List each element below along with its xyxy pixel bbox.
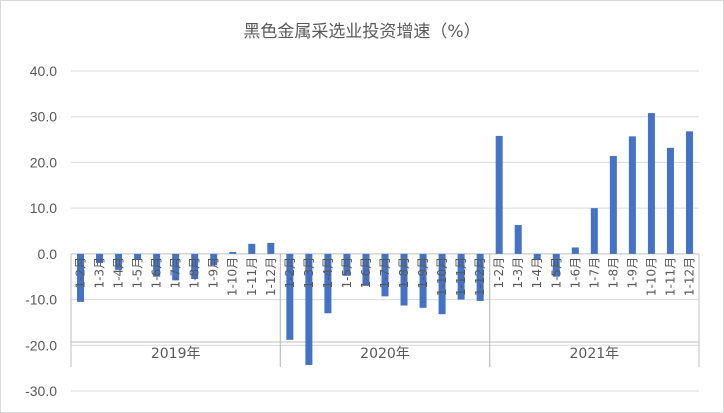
x-tick-label: 1-6月 [150,257,164,289]
bar [495,135,503,254]
year-group-label: 2021年 [570,346,620,362]
bar [685,131,693,254]
y-tick-label: 10.0 [30,200,57,216]
x-tick-label: 1-11月 [454,257,468,296]
year-groups: 2019年 2020年 2021年 [151,346,619,362]
x-tick-label: 1-9月 [625,257,639,289]
y-tick-label: 0.0 [38,246,58,262]
x-tick-label: 1-12月 [264,257,278,296]
y-tick-label: -30.0 [25,383,57,399]
y-tick-label: -20.0 [25,337,57,353]
bar [400,253,408,306]
bar [286,253,294,340]
bar [267,242,275,254]
bar [134,253,142,260]
x-tick-label: 1-6月 [359,257,373,289]
bar [419,253,427,308]
chart-title: 黑色金属采选业投资增速（%） [243,22,480,42]
bar [571,247,579,254]
x-tick-label: 1-3月 [93,257,107,289]
x-tick-label: 1-12月 [682,257,696,296]
x-tick-label: 1-10月 [226,257,240,296]
x-tick-label: 1-6月 [568,257,582,289]
y-tick-label: -10.0 [25,292,57,308]
bars [77,113,693,365]
year-group-label: 2019年 [151,346,201,362]
x-tick-label: 1-11月 [245,257,259,296]
bar [248,243,256,254]
x-tick-label: 1-2月 [492,257,506,289]
x-tick-label: 1-8月 [397,257,411,289]
bar [324,253,332,314]
x-tick-label: 1-5月 [340,257,354,289]
x-tick-label: 1-4月 [321,257,335,289]
bar [191,253,199,279]
bar [77,253,85,302]
x-tick-label: 1-3月 [511,257,525,289]
bar [153,253,161,277]
bar [628,136,636,254]
bar [666,147,674,254]
bar [533,253,541,260]
year-group-label: 2020年 [360,346,410,362]
x-tick-label: 1-10月 [435,257,449,296]
x-tick-label: 1-4月 [530,257,544,289]
x-tick-label: 1-11月 [663,257,677,296]
y-tick-label: 30.0 [30,109,57,125]
bar [210,253,218,266]
x-tick-label: 1-7月 [587,257,601,289]
x-tick-label: 1-2月 [74,257,88,289]
bar [115,253,123,270]
bar [609,156,617,254]
x-tick-label: 1-10月 [644,257,658,296]
x-tick-label: 1-12月 [473,257,487,296]
bar [438,253,446,315]
y-tick-label: 20.0 [30,154,57,170]
bar [381,253,389,297]
bar [229,252,237,254]
bar [343,253,351,276]
bar [96,253,104,263]
x-tick-label: 1-9月 [207,257,221,289]
bar [362,253,370,286]
x-tick-label: 1-8月 [606,257,620,289]
bar [552,253,560,277]
x-tick-label: 1-7月 [378,257,392,289]
x-tick-label: 1-3月 [302,257,316,289]
x-tick-label: 1-4月 [112,257,126,289]
bar [305,253,313,365]
x-tick-label: 1-8月 [188,257,202,289]
bar [647,113,655,254]
bar [172,253,180,281]
bar [590,208,598,254]
x-tick-label: 1-5月 [549,257,563,289]
x-tick-label: 1-2月 [283,257,297,289]
x-tick-label: 1-7月 [169,257,183,289]
gridlines [70,70,700,392]
y-axis-ticks: 40.0 30.0 20.0 10.0 0.0 -10.0 -20.0 -30.0 [25,63,57,399]
x-tick-label: 1-5月 [131,257,145,289]
bar [476,253,484,301]
x-tick-label: 1-9月 [416,257,430,289]
bar [514,225,522,254]
x-axis-ticks: 1-2月 1-3月 1-4月 1-5月 1-6月 1-7月 1-8月 1-9月 1-10月 1-1… [74,257,697,296]
bar [457,253,465,300]
y-tick-label: 40.0 [30,63,57,79]
